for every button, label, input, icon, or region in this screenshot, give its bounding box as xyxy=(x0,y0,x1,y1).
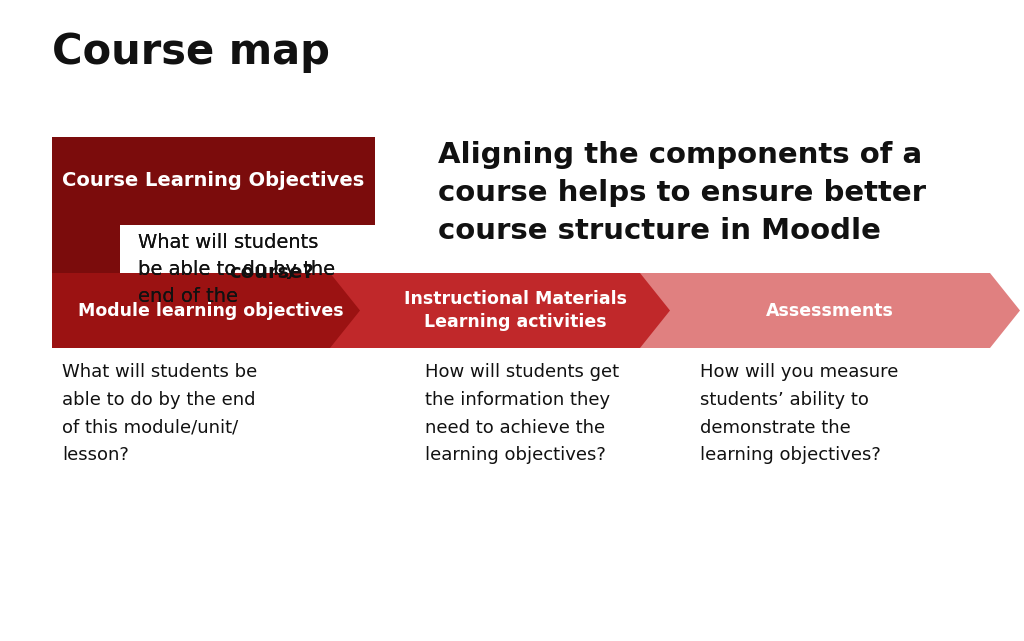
Text: What will students be
able to do by the end
of this module/unit/
lesson?: What will students be able to do by the … xyxy=(62,363,257,464)
Text: Course Learning Objectives: Course Learning Objectives xyxy=(62,172,365,190)
Text: How will students get
the information they
need to achieve the
learning objectiv: How will students get the information th… xyxy=(425,363,620,464)
Text: course?: course? xyxy=(229,263,314,283)
Polygon shape xyxy=(52,273,390,348)
Text: How will you measure
students’ ability to
demonstrate the
learning objectives?: How will you measure students’ ability t… xyxy=(700,363,898,464)
Text: Module learning objectives: Module learning objectives xyxy=(78,301,344,319)
Text: Aligning the components of a
course helps to ensure better
course structure in M: Aligning the components of a course help… xyxy=(438,141,926,245)
FancyBboxPatch shape xyxy=(52,225,120,328)
Text: What will students
be able to do by the
end of the: What will students be able to do by the … xyxy=(138,233,335,306)
Polygon shape xyxy=(330,273,700,348)
Text: end of the: end of the xyxy=(138,313,245,333)
FancyBboxPatch shape xyxy=(52,137,375,225)
Polygon shape xyxy=(640,273,1020,348)
Text: Course map: Course map xyxy=(52,31,330,73)
Text: Instructional Materials
Learning activities: Instructional Materials Learning activit… xyxy=(403,290,627,331)
Text: Assessments: Assessments xyxy=(766,301,894,319)
Text: What will students
be able to do by the
end of the: What will students be able to do by the … xyxy=(138,233,335,306)
